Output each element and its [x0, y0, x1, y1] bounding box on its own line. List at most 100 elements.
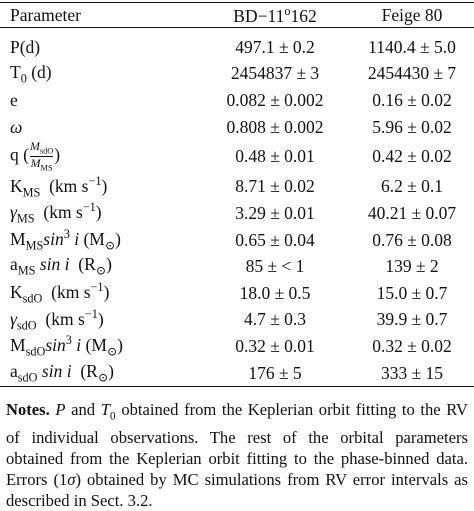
text: MS — [17, 263, 36, 278]
value-cell: 8.71 ± 0.02 — [235, 176, 315, 197]
text: 3 — [65, 333, 72, 348]
value-cell: 3.29 ± 0.01 — [235, 202, 315, 223]
value-cell: 176 ± 5 — [248, 362, 302, 383]
parameter-cell: P(d) — [0, 28, 200, 61]
text: P(d) — [10, 36, 41, 57]
text: −1 — [84, 306, 98, 321]
text: (km s — [40, 175, 89, 196]
value-cell: 39.9 ± 0.7 — [376, 309, 448, 330]
parameter-cell: asdO sin i (R⊙) — [0, 360, 200, 387]
text: sin — [45, 335, 66, 356]
text: ) — [54, 145, 61, 165]
text: (km s — [36, 308, 85, 329]
text: sdO — [25, 344, 46, 359]
table-row: ω 0.808 ± 0.002 5.96 ± 0.02 — [0, 114, 474, 141]
table-row: KsdO (km s−1) 18.0 ± 0.5 15.0 ± 0.7 — [0, 280, 474, 307]
value-cell: 0.48 ± 0.01 — [235, 146, 315, 167]
text: sin — [43, 228, 64, 249]
numerator: MsdO — [29, 140, 54, 158]
text: ) — [103, 281, 110, 302]
text: −1 — [90, 280, 104, 295]
text: BD−11 — [233, 5, 285, 26]
header-cell: BD−11o162 — [200, 3, 350, 28]
text: P — [55, 400, 66, 420]
table-row: MMSsin3 i (M⊙) 0.65 ± 0.04 0.76 ± 0.08 — [0, 227, 474, 254]
text: q ( — [10, 145, 29, 165]
fraction: MsdO MMS — [29, 140, 54, 173]
text: MS — [16, 211, 35, 226]
parameter-cell: γMS (km s−1) — [0, 200, 200, 227]
text: 0 — [109, 409, 116, 423]
value-cell: 0.16 ± 0.02 — [372, 89, 452, 110]
text: sdO — [22, 291, 43, 306]
table-row: T0 (d) 2454837 ± 3 2454430 ± 7 — [0, 61, 474, 88]
table-row: γsdO (km s−1) 4.7 ± 0.3 39.9 ± 0.7 — [0, 307, 474, 334]
parameter-cell: e — [0, 87, 200, 114]
text: ⊙ — [104, 238, 116, 253]
value-cell: 0.32 ± 0.02 — [372, 335, 452, 356]
parameter-cell: ω — [0, 114, 200, 141]
parameter-cell: MMSsin3 i (M⊙) — [0, 227, 200, 254]
text: ) — [106, 254, 112, 275]
value-cell: 4.7 ± 0.3 — [243, 309, 307, 330]
text: γ — [10, 308, 17, 329]
text: ω — [10, 116, 23, 137]
value-cell: 15.0 ± 0.7 — [376, 282, 448, 303]
text: ) — [97, 308, 104, 329]
text: Notes. — [6, 400, 50, 420]
denominator: MMS — [30, 157, 53, 173]
text: i — [76, 335, 82, 356]
value-cell: 0.32 ± 0.01 — [235, 335, 315, 356]
parameter-table: Parameter BD−11o162 Feige 80 P(d) 497.1 ±… — [0, 2, 474, 387]
text: o — [284, 3, 291, 18]
text: ) — [108, 360, 114, 381]
text: −1 — [88, 173, 102, 188]
text: M — [10, 335, 26, 356]
text: sin i — [39, 254, 70, 275]
text: K — [10, 175, 23, 196]
value-cell: 139 ± 2 — [385, 256, 439, 277]
value-cell: 18.0 ± 0.5 — [239, 282, 311, 303]
table-row: MsdOsin3 i (M⊙) 0.32 ± 0.01 0.32 ± 0.02 — [0, 333, 474, 360]
parameter-cell: MsdOsin3 i (M⊙) — [0, 333, 200, 360]
value-cell: 0.65 ± 0.04 — [235, 229, 315, 250]
table-row: KMS (km s−1) 8.71 ± 0.02 6.2 ± 0.1 — [0, 174, 474, 201]
table-row: aMS sin i (R⊙) 85 ± < 1 139 ± 2 — [0, 253, 474, 280]
text: T — [100, 400, 110, 420]
text: (M — [79, 228, 105, 249]
table-row: γMS (km s−1) 3.29 ± 0.01 40.21 ± 0.07 — [0, 200, 474, 227]
text: ⊙ — [95, 263, 107, 278]
parameter-cell: KMS (km s−1) — [0, 174, 200, 201]
text: (R — [69, 254, 96, 275]
parameter-cell: KsdO (km s−1) — [0, 280, 200, 307]
text: ) — [115, 228, 121, 249]
text: M — [30, 156, 41, 171]
value-cell: 5.96 ± 0.02 — [372, 116, 452, 137]
parameter-cell: T0 (d) — [0, 61, 200, 88]
text: ) — [101, 175, 108, 196]
value-cell: 2454430 ± 7 — [367, 63, 457, 84]
table-notes: Notes. P and T0 obtained from the Kepler… — [6, 399, 468, 510]
value-cell: 6.2 ± 0.1 — [380, 176, 444, 197]
text: 0 — [20, 71, 27, 86]
text: M — [10, 228, 26, 249]
value-cell: 1140.4 ± 5.0 — [368, 36, 456, 57]
table-row: P(d) 497.1 ± 0.2 1140.4 ± 5.0 — [0, 28, 474, 61]
table-row: asdO sin i (R⊙) 176 ± 5 333 ± 15 — [0, 360, 474, 387]
table-row: q (MsdO MMS) 0.48 ± 0.01 0.42 ± 0.02 — [0, 140, 474, 173]
text: sdO — [39, 146, 54, 156]
text: ⊙ — [106, 344, 118, 359]
text: and — [65, 400, 101, 420]
text: MS — [22, 185, 41, 200]
parameter-cell: q (MsdO MMS) — [0, 140, 200, 173]
text: MS — [40, 163, 53, 173]
value-cell: 40.21 ± 0.07 — [367, 202, 457, 223]
value-cell: 0.808 ± 0.002 — [226, 116, 324, 137]
value-cell: 0.42 ± 0.02 — [372, 146, 452, 167]
text: 3 — [63, 226, 70, 241]
value-cell: 0.082 ± 0.002 — [226, 89, 324, 110]
text: (km s — [42, 281, 91, 302]
text: a — [10, 254, 18, 275]
text: K — [10, 281, 23, 302]
